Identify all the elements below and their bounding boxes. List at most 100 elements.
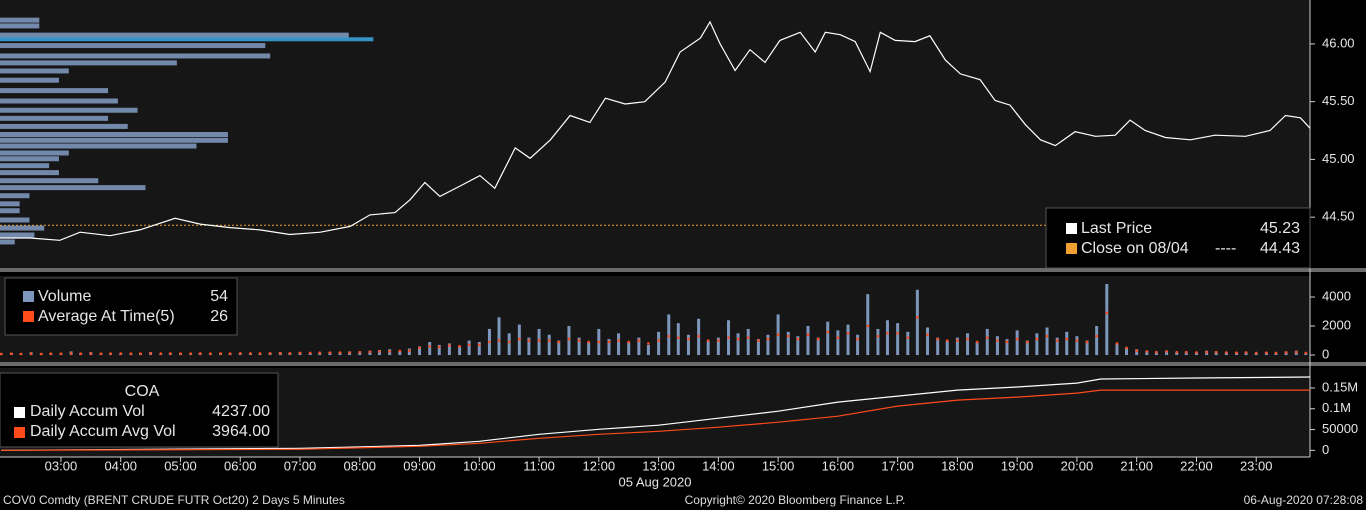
x-tick-label: 23:00 <box>1240 458 1273 473</box>
average-dot <box>597 340 601 344</box>
volume-bar <box>1145 350 1149 356</box>
average-dot <box>1254 351 1258 355</box>
x-tick-label: 09:00 <box>403 458 436 473</box>
average-dot <box>169 352 172 355</box>
average-dot <box>766 337 770 341</box>
average-dot <box>1304 351 1308 355</box>
series-line <box>0 20 1311 241</box>
average-dot <box>1125 346 1128 350</box>
average-dot <box>1115 342 1119 345</box>
average-dot <box>497 339 501 342</box>
volume-bar <box>1175 352 1179 356</box>
average-dot <box>258 352 262 355</box>
average-dot <box>477 343 481 347</box>
volume-bar <box>995 336 999 356</box>
profile-bar <box>0 115 109 121</box>
legend-value: 44.43 <box>1260 240 1300 257</box>
volume-bar <box>627 341 631 356</box>
date-label: 05 Aug 2020 <box>618 474 691 489</box>
y-tick-label: 4000 <box>1322 288 1351 303</box>
volume-bar <box>467 340 471 356</box>
average-dot <box>219 352 222 355</box>
legend-label: Average At Time(5) <box>38 308 175 325</box>
average-dot <box>677 336 680 339</box>
average-dot <box>996 339 999 342</box>
volume-bar <box>1115 343 1119 356</box>
average-dot <box>79 352 82 356</box>
x-tick-label: 12:00 <box>583 458 616 473</box>
average-dot <box>1274 351 1278 355</box>
volume-bar <box>885 320 889 356</box>
average-dot <box>418 346 421 350</box>
average-dot <box>388 349 391 353</box>
average-dot <box>836 336 840 339</box>
volume-bar <box>826 321 830 356</box>
x-tick-label: 07:00 <box>284 458 317 473</box>
profile-bar <box>0 178 99 184</box>
volume-bar <box>567 326 571 356</box>
volume-bar <box>676 323 680 356</box>
average-dot <box>308 351 312 355</box>
average-dot <box>328 351 332 355</box>
volume-bar <box>806 326 810 356</box>
y-tick-label: 44.50 <box>1322 209 1355 224</box>
average-dot <box>129 352 133 355</box>
volume-bar <box>1095 326 1099 356</box>
average-dot <box>697 334 700 338</box>
average-dot <box>1055 339 1059 342</box>
average-dot <box>607 340 611 344</box>
volume-bar <box>945 340 949 356</box>
x-tick-label: 17:00 <box>881 458 914 473</box>
y-tick-label: 2000 <box>1322 317 1351 332</box>
volume-bar <box>816 337 820 356</box>
separator[interactable] <box>0 362 1366 366</box>
volume-bar <box>398 350 402 356</box>
volume-bar <box>985 328 989 356</box>
legend-title: COA <box>125 383 160 400</box>
average-dot <box>776 333 780 337</box>
average-dot <box>29 352 33 356</box>
average-dot <box>249 351 252 355</box>
average-dot <box>228 352 232 355</box>
volume-bar <box>527 337 531 356</box>
x-tick-label: 06:00 <box>224 458 257 473</box>
y-tick-label: 45.50 <box>1322 93 1355 108</box>
separator[interactable] <box>0 268 1366 272</box>
series-line <box>1 389 1310 451</box>
volume-bar <box>657 331 661 356</box>
average-dot <box>458 345 461 348</box>
footer-left: COV0 Comdty (BRENT CRUDE FUTR Oct20) 2 D… <box>3 493 345 507</box>
y-tick-label: 50000 <box>1322 421 1358 436</box>
average-dot <box>139 352 142 355</box>
average-dot <box>1205 350 1208 354</box>
volume-bar <box>686 334 690 356</box>
average-dot <box>179 352 182 355</box>
average-dot <box>667 334 671 338</box>
average-dot <box>906 336 910 339</box>
average-dot <box>876 334 880 338</box>
average-dot <box>896 331 899 335</box>
volume-bar <box>836 330 840 356</box>
profile-bar <box>0 53 271 59</box>
x-tick-label: 10:00 <box>463 458 496 473</box>
average-dot <box>507 340 511 344</box>
average-dot <box>746 336 750 339</box>
profile-bar <box>0 98 118 104</box>
y-tick-label: 46.00 <box>1322 35 1355 50</box>
legend-label: Close on 08/04 <box>1081 240 1189 257</box>
profile-bar <box>0 185 146 191</box>
profile-bar <box>0 68 69 74</box>
x-tick-label: 18:00 <box>941 458 974 473</box>
x-tick-label: 04:00 <box>104 458 137 473</box>
volume-bar <box>1015 330 1019 356</box>
y-tick-label: 45.00 <box>1322 151 1355 166</box>
profile-bar <box>0 201 20 207</box>
average-dot <box>816 337 820 341</box>
volume-bar <box>876 328 880 356</box>
average-dot <box>1195 351 1198 354</box>
x-tick-label: 15:00 <box>762 458 795 473</box>
average-dot <box>1105 311 1109 315</box>
average-dot <box>1005 340 1009 344</box>
profile-bar <box>0 208 20 214</box>
